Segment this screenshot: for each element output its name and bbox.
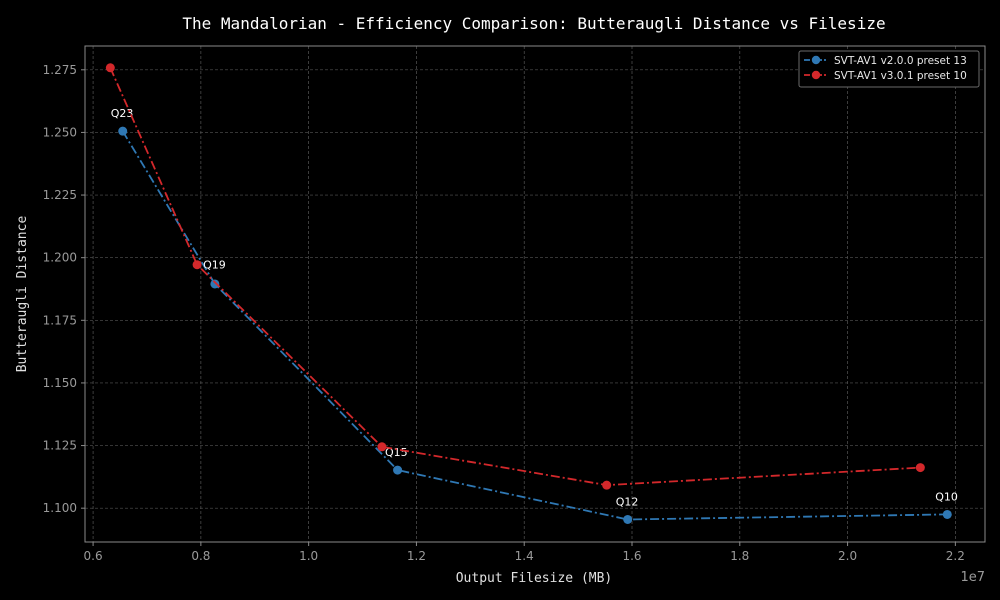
x-tick-label: 1.8 xyxy=(730,549,749,563)
legend-label: SVT-AV1 v2.0.0 preset 13 xyxy=(834,55,967,67)
x-tick-label: 1.0 xyxy=(299,549,318,563)
series-2 xyxy=(105,63,925,490)
y-axis-label: Butteraugli Distance xyxy=(15,216,30,373)
data-point xyxy=(623,514,633,524)
point-label: Q12 xyxy=(616,495,639,508)
x-tick-label: 0.6 xyxy=(84,549,103,563)
data-point xyxy=(210,279,220,289)
x-axis-offset-label: 1e7 xyxy=(960,570,985,585)
x-tick-label: 2.2 xyxy=(946,549,965,563)
x-tick-label: 1.6 xyxy=(622,549,641,563)
legend: SVT-AV1 v2.0.0 preset 13 SVT-AV1 v3.0.1 p… xyxy=(798,50,980,88)
x-tick-label: 0.8 xyxy=(191,549,210,563)
y-tick-label: 1.225 xyxy=(43,188,77,202)
point-label: Q19 xyxy=(203,259,226,272)
y-tick-label: 1.200 xyxy=(43,251,77,265)
x-tick-label: 1.2 xyxy=(407,549,426,563)
chart-title: The Mandalorian - Efficiency Comparison:… xyxy=(182,14,885,33)
data-point xyxy=(915,463,925,473)
y-tick-label: 1.125 xyxy=(43,439,77,453)
legend-label: SVT-AV1 v3.0.1 preset 10 xyxy=(834,70,967,82)
y-axis-ticks: 1.100 1.125 1.150 1.175 1.200 1.225 1.250 1.275 xyxy=(43,63,85,515)
point-label: Q10 xyxy=(935,490,958,503)
y-tick-label: 1.250 xyxy=(43,125,77,139)
data-point xyxy=(118,126,128,136)
y-tick-label: 1.275 xyxy=(43,63,77,77)
y-tick-label: 1.175 xyxy=(43,313,77,327)
data-point xyxy=(942,509,952,519)
legend-marker-swatch xyxy=(811,55,821,65)
legend-entry: SVT-AV1 v2.0.0 preset 13 xyxy=(804,55,967,67)
legend-entry: SVT-AV1 v3.0.1 preset 10 xyxy=(804,70,967,82)
data-point xyxy=(377,442,387,452)
data-point xyxy=(393,465,403,475)
series-line xyxy=(109,67,921,487)
y-tick-label: 1.100 xyxy=(43,501,77,515)
x-tick-label: 2.0 xyxy=(838,549,857,563)
plot-frame xyxy=(84,45,986,543)
data-point xyxy=(192,260,202,270)
y-tick-label: 1.150 xyxy=(43,376,77,390)
data-point xyxy=(602,480,612,490)
x-axis-label: Output Filesize (MB) xyxy=(456,571,613,586)
x-tick-label: 1.4 xyxy=(515,549,534,563)
data-point xyxy=(105,63,115,73)
legend-marker-swatch xyxy=(811,70,821,80)
legend-box xyxy=(798,50,980,88)
point-label: Q23 xyxy=(111,107,134,120)
x-axis-ticks: 0.6 0.8 1.0 1.2 1.4 1.6 1.8 2.0 2.2 xyxy=(84,542,965,563)
